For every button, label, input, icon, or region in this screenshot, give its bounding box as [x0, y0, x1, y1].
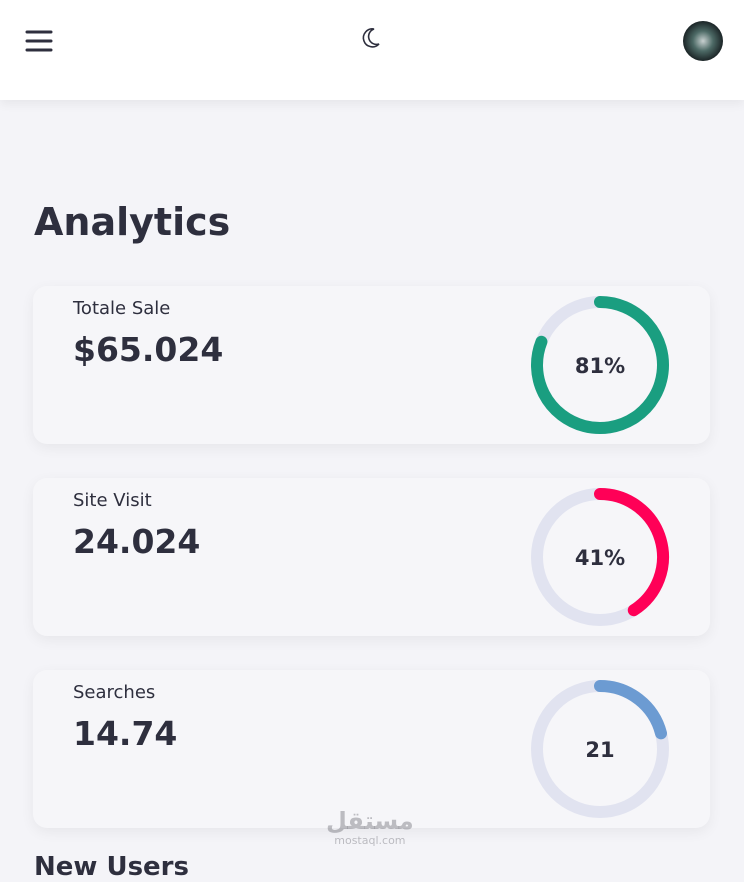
watermark-logo: مستقل	[326, 807, 414, 835]
progress-ring: 81%	[531, 296, 669, 434]
stat-label: Searches	[73, 682, 156, 703]
header-icons	[25, 21, 723, 61]
ring-progress	[531, 296, 669, 434]
stat-label: Totale Sale	[73, 298, 171, 319]
page-title: Analytics	[34, 200, 231, 244]
ring-label: 81%	[575, 354, 625, 378]
avatar[interactable]	[683, 21, 723, 61]
progress-ring: 41%	[531, 488, 669, 626]
stat-value: $65.024	[73, 330, 224, 369]
ring-progress	[594, 680, 668, 740]
stat-card: Totale Sale $65.024 81%	[33, 286, 710, 444]
progress-ring: 21	[531, 680, 669, 818]
stat-card: Site Visit 24.024 41%	[33, 478, 710, 636]
stat-value: 24.024	[73, 522, 201, 561]
menu-button[interactable]	[25, 30, 53, 52]
stat-card: Searches 14.74 21	[33, 670, 710, 828]
ring-progress	[594, 488, 669, 617]
watermark-site: mostaql.com	[334, 834, 406, 847]
stat-value: 14.74	[73, 714, 178, 753]
ring-label: 41%	[575, 546, 625, 570]
section-title: New Users	[34, 852, 189, 882]
ring-label: 21	[585, 738, 614, 762]
theme-toggle[interactable]	[362, 28, 380, 48]
stat-label: Site Visit	[73, 490, 152, 511]
header	[0, 0, 744, 100]
watermark: مستقل mostaql.com	[326, 808, 414, 847]
